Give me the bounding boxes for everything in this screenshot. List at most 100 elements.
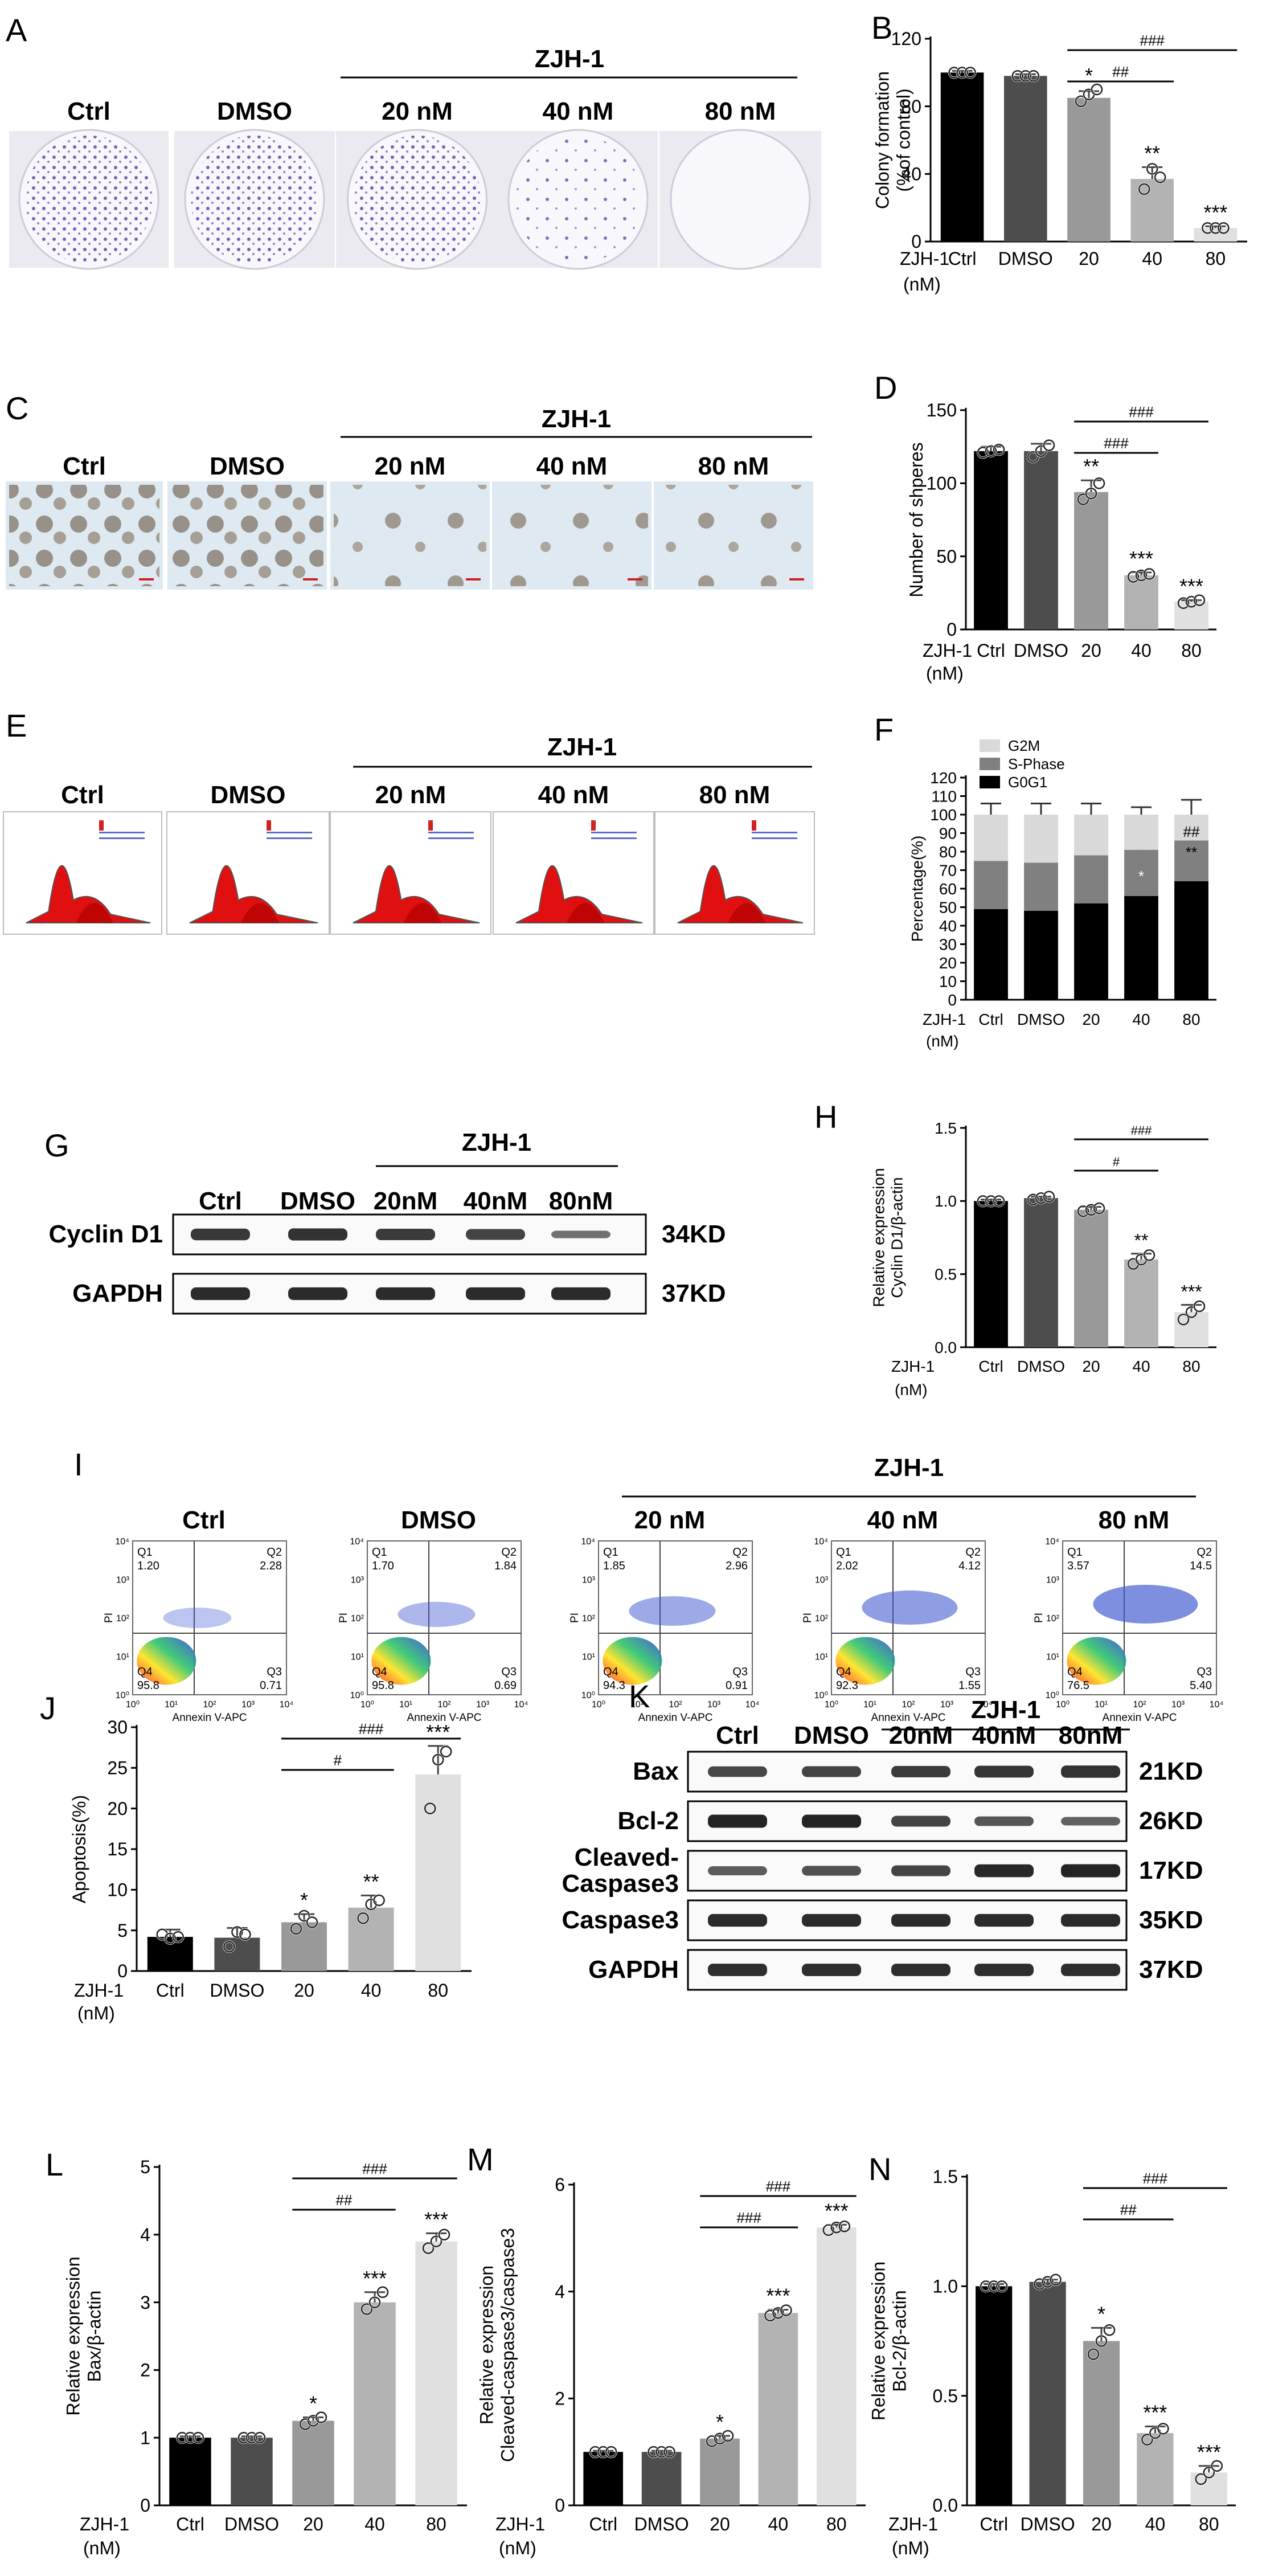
y-tick-label: 5 [140, 2157, 150, 2177]
blot-band [191, 1287, 250, 1301]
data-point [432, 1753, 444, 1766]
y-tick-label: 10 [939, 972, 957, 990]
cell-population [137, 1637, 196, 1685]
condition-label: Ctrl [63, 452, 106, 480]
g0g1-peak [515, 865, 643, 923]
blot-band [551, 1230, 610, 1238]
bar [758, 2313, 798, 2505]
flow-y-tick: 10⁰ [581, 1691, 595, 1700]
legend-text-line [267, 837, 312, 839]
data-point [373, 1894, 385, 1907]
data-point [838, 2220, 851, 2232]
flow-x-tick: 10² [1133, 1700, 1146, 1710]
legend-swatch [99, 820, 104, 831]
data-point [1202, 222, 1214, 234]
x-caption: (nM) [499, 2538, 536, 2558]
bar [1029, 2281, 1066, 2505]
quadrant-label: Q1 [372, 1546, 387, 1559]
condition-label: 80 nM [698, 452, 769, 480]
quadrant-label: Q2 [732, 1546, 748, 1559]
flow-x-tick: 10² [902, 1700, 915, 1710]
bar [415, 1774, 461, 1971]
significance-mark: * [1138, 868, 1144, 885]
blot-band [891, 1816, 950, 1827]
significance-mark: ** [1186, 844, 1197, 861]
significance-stars: *** [426, 1720, 450, 1744]
flow-y-tick: 10² [351, 1614, 364, 1624]
data-point [376, 2286, 389, 2299]
bar [292, 2420, 334, 2505]
blot-band [1061, 1864, 1120, 1878]
flow-x-tick: 10¹ [399, 1700, 412, 1710]
legend-label: G2M [1008, 737, 1040, 754]
bar [1024, 451, 1058, 629]
petri-dish [670, 129, 811, 270]
quadrant-value: 0.71 [260, 1679, 282, 1692]
x-tick-label: Ctrl [948, 248, 977, 269]
bar [583, 2452, 624, 2505]
flow-y-tick: 10⁴ [581, 1537, 595, 1547]
zjh1-group-title: ZJH-1 [542, 405, 611, 433]
y-tick-label: 0.0 [933, 2495, 958, 2516]
data-point [1077, 493, 1089, 505]
x-tick-label: Ctrl [156, 1980, 185, 2001]
data-point [306, 1916, 318, 1928]
flow-x-tick: 10⁴ [280, 1700, 294, 1710]
significance-stars: ** [363, 1870, 379, 1893]
data-point [822, 2224, 835, 2236]
y-tick-label: 0 [948, 991, 957, 1009]
quadrant-value: 3.57 [1067, 1560, 1089, 1572]
condition-labels-a: Ctrl DMSO 20 nM 40 nM 80 nM [67, 97, 776, 125]
flow-x-tick: 10³ [707, 1700, 721, 1710]
legend-swatch [980, 776, 1000, 788]
data-point [1034, 2278, 1046, 2290]
y-tick-label: 120 [891, 28, 921, 49]
condition-labels-i: Ctrl DMSO 20 nM 40 nM 80 nM [182, 1506, 1169, 1534]
x-tick-label: 20 [1081, 640, 1101, 661]
quadrant-value: 2.02 [836, 1560, 858, 1572]
cell-population [1067, 1637, 1126, 1685]
scale-bar [303, 578, 318, 580]
y-tick-label: 70 [939, 861, 957, 879]
g0g1-peak [353, 865, 480, 923]
significance-stars: * [1097, 2302, 1105, 2325]
y-axis-label: Relative expressionBcl-2/β-actin [868, 2262, 910, 2420]
quadrant-label: Q3 [501, 1666, 517, 1678]
panel-label-g: G [44, 1127, 69, 1163]
y-tick-label: 1.0 [933, 2276, 958, 2297]
significance-stars: *** [1203, 201, 1227, 224]
y-tick-label: 120 [930, 769, 957, 787]
data-point [1095, 2335, 1108, 2347]
y-tick-label: 150 [927, 400, 957, 420]
legend-swatch [428, 820, 433, 831]
blot-band [974, 1765, 1034, 1778]
x-tick-label: 80 [826, 2514, 847, 2534]
blot-band [376, 1228, 435, 1241]
panel-label-f: F [874, 712, 894, 747]
x-tick-label: 40 [1142, 248, 1162, 269]
stacked-bar-g0g1 [974, 909, 1008, 1000]
y-tick-label: 0.0 [935, 1339, 957, 1356]
blot-band [802, 1766, 861, 1777]
y-tick-label: 2 [555, 2389, 565, 2409]
significance-stars: *** [363, 2267, 387, 2290]
blot-band [708, 1913, 767, 1927]
stacked-bar-g2m [1074, 815, 1108, 856]
y-tick-label: 0 [555, 2495, 565, 2516]
cell-scatter [1093, 1585, 1198, 1624]
x-caption: ZJH-1 [923, 640, 972, 661]
panel-label-l: L [46, 2146, 63, 2182]
data-point [422, 2242, 435, 2254]
x-tick-label: 40 [364, 2514, 385, 2534]
x-caption: ZJH-1 [495, 2514, 545, 2534]
y-tick-label: 5 [117, 1920, 128, 1941]
x-tick-label: DMSO [1017, 1357, 1065, 1375]
flow-x-tick: 10¹ [863, 1700, 876, 1710]
significance-stars: * [1085, 64, 1093, 87]
colonies [191, 136, 318, 263]
flow-y-tick: 10³ [1046, 1576, 1060, 1585]
legend-swatch [980, 758, 1000, 770]
spheres [495, 485, 648, 586]
flow-x-tick: 10⁰ [126, 1700, 140, 1710]
chart-j: J 0 5 10 15 20 25 30 Apoptosis(%) Ctrl DMSO 20 40 80 Z… [40, 1690, 472, 2023]
